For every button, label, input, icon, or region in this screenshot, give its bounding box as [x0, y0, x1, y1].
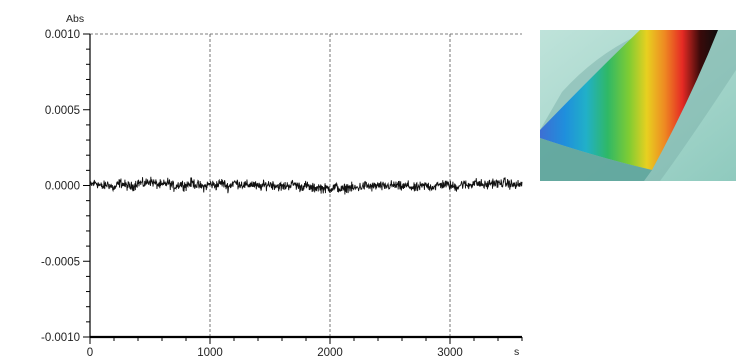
absorbance-series-line	[89, 176, 523, 195]
axes	[83, 33, 523, 344]
y-tick-label: 0.0010	[45, 29, 80, 41]
x-tick-label: 0	[87, 347, 93, 359]
y-tick-label: -0.0010	[41, 332, 80, 344]
y-tick-label: -0.0005	[41, 256, 80, 268]
y-tick-label: 0.0005	[45, 105, 80, 117]
y-axis-unit: Abs	[66, 13, 84, 25]
rainbow-spectrum-plate-image	[540, 30, 736, 181]
x-tick-label: 2000	[317, 347, 343, 359]
absorbance-chart: 0.0010 0.0005 0.0000 -0.0005 -0.0010 0 1000 200…	[41, 13, 523, 359]
x-axis-unit: s	[514, 346, 519, 358]
plate-edge	[540, 138, 652, 181]
tick-labels: 0.0010 0.0005 0.0000 -0.0005 -0.0010 0 1000 200…	[41, 29, 463, 359]
x-tick-label: 1000	[197, 347, 223, 359]
grid	[90, 33, 522, 337]
y-tick-label: 0.0000	[45, 181, 80, 193]
spectrum-bands	[540, 30, 718, 170]
series-layer	[89, 176, 523, 195]
x-tick-label: 3000	[437, 347, 463, 359]
